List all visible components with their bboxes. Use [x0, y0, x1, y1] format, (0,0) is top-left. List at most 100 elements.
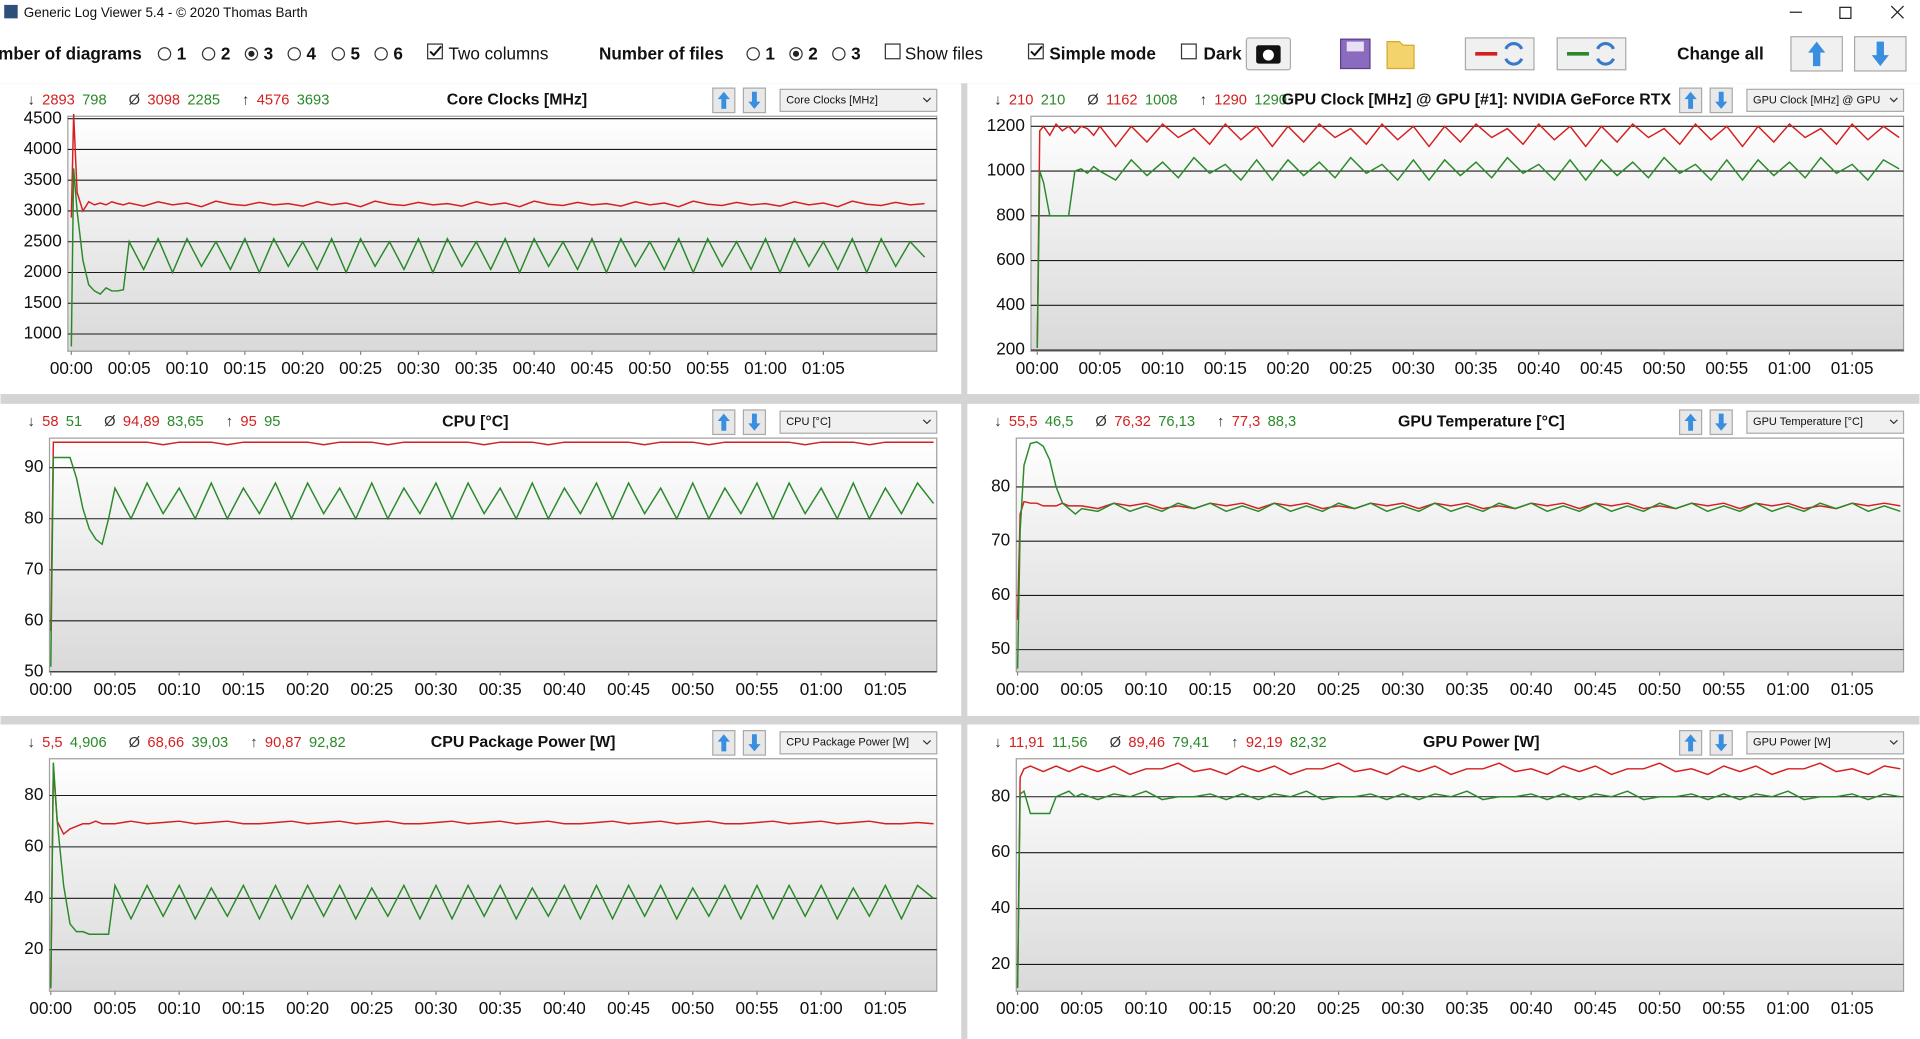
down-arrow-icon [748, 734, 761, 752]
y-tick-label: 1000 [24, 323, 62, 343]
y-tick-label: 3500 [24, 169, 62, 189]
x-tick-label: 00:20 [286, 998, 329, 1018]
data-line [1016, 762, 1901, 988]
stat-symbol: ↑ [242, 92, 249, 108]
sensor-dropdown[interactable] [1746, 410, 1905, 434]
data-line [1036, 156, 1900, 348]
open-button[interactable] [1386, 40, 1415, 70]
up-arrow-icon [1808, 41, 1826, 67]
y-tick-label: 50 [24, 660, 43, 680]
x-tick-label: 00:50 [628, 358, 671, 378]
dropdown-chevron [922, 419, 932, 425]
y-tick-label: 1500 [24, 292, 62, 312]
x-tick-label: 00:50 [671, 679, 714, 699]
x-tick-label: 00:50 [1638, 998, 1681, 1018]
dropdown-text: CPU [°C] [786, 416, 831, 428]
sensor-dropdown[interactable] [1746, 88, 1905, 112]
radio-label: 1 [177, 44, 187, 64]
up-arrow-icon [1684, 413, 1697, 431]
x-tick-label: 00:40 [513, 358, 556, 378]
down-arrow-icon [1715, 91, 1728, 109]
stat-value: 3098 [147, 92, 180, 108]
y-tick-label: 90 [24, 456, 43, 476]
y-tick-label: 2500 [24, 230, 62, 250]
stat-symbol: ↓ [994, 92, 1001, 108]
checkbox[interactable] [884, 43, 901, 60]
x-tick-label: 00:55 [736, 998, 779, 1018]
files-label: Number of files [599, 44, 724, 64]
radio-button[interactable] [832, 47, 846, 61]
y-tick-label: 40 [991, 897, 1010, 917]
x-tick-label: 00:15 [223, 358, 266, 378]
x-tick-label: 00:35 [1446, 998, 1489, 1018]
x-tick-label: 00:55 [736, 679, 779, 699]
close-button[interactable] [1890, 5, 1904, 19]
x-tick-label: 00:10 [158, 998, 201, 1018]
x-tick-label: 00:35 [1455, 358, 1498, 378]
stat-value: 95 [264, 414, 280, 430]
x-tick-label: 00:00 [29, 679, 72, 699]
stat-value: 4,906 [70, 735, 107, 751]
y-tick-label: 1200 [987, 115, 1025, 135]
data-line [50, 456, 935, 667]
x-tick-label: 00:35 [479, 998, 522, 1018]
x-tick-label: 00:05 [94, 679, 137, 699]
checkbox[interactable] [427, 43, 443, 60]
sensor-dropdown[interactable] [779, 88, 938, 112]
data-line [50, 767, 934, 987]
red-file-button[interactable] [1464, 37, 1535, 71]
restore-button[interactable] [1839, 6, 1852, 19]
x-tick-label: 00:50 [671, 998, 714, 1018]
radio-button[interactable] [331, 47, 346, 61]
y-tick-label: 60 [991, 584, 1010, 604]
stat-symbol: ↓ [994, 414, 1001, 430]
y-tick-label: 4000 [24, 138, 62, 158]
x-tick-label: 01:05 [1831, 358, 1874, 378]
x-tick-label: 00:05 [1060, 998, 1103, 1018]
y-tick-label: 70 [991, 530, 1010, 550]
y-tick-label: 40 [24, 887, 43, 907]
stat-value: 51 [66, 414, 82, 430]
x-tick-label: 00:05 [108, 358, 151, 378]
sensor-dropdown[interactable] [779, 410, 938, 434]
x-tick-label: 00:00 [29, 998, 72, 1018]
radio-button[interactable] [746, 47, 760, 61]
checkbox[interactable] [1180, 43, 1197, 60]
y-tick-label: 3000 [24, 200, 62, 220]
stat-value: 58 [42, 414, 58, 430]
up-arrow-icon [1684, 734, 1697, 752]
data-line [1036, 122, 1900, 348]
y-tick-label: 1000 [987, 160, 1025, 180]
chart-title: GPU Power [W] [1423, 734, 1540, 751]
stats: ↓ 2893 798 Ø 3098 2285 ↑ 4576 3693 [27, 92, 329, 108]
stat-symbol: Ø [1110, 735, 1121, 751]
radio-button[interactable] [157, 47, 172, 61]
x-tick-label: 00:55 [1702, 998, 1745, 1018]
y-tick-label: 80 [24, 507, 43, 527]
stat-symbol: ↓ [994, 735, 1001, 751]
radio-label: 5 [351, 44, 361, 64]
radio-button[interactable] [374, 47, 388, 61]
radio-dot [248, 50, 255, 57]
checkbox[interactable] [1027, 43, 1044, 60]
x-tick-label: 00:15 [1189, 998, 1232, 1018]
x-tick-label: 01:00 [744, 358, 787, 378]
x-tick-label: 00:45 [571, 358, 614, 378]
change-all-label: Change all [1677, 44, 1764, 64]
stats: ↓ 210 210 Ø 1162 1008 ↑ 1290 1290 [994, 92, 1287, 108]
x-tick-label: 00:25 [1329, 358, 1372, 378]
sensor-dropdown[interactable] [1746, 731, 1905, 755]
radio-button[interactable] [287, 47, 301, 61]
radio-dot [792, 50, 800, 57]
checkbox-label: Show files [905, 44, 983, 64]
stat-value: 2285 [187, 92, 220, 108]
x-tick-label: 00:40 [543, 679, 586, 699]
radio-button[interactable] [201, 47, 216, 61]
y-tick-label: 80 [991, 475, 1010, 495]
x-tick-label: 00:45 [607, 998, 650, 1018]
x-tick-label: 00:30 [1392, 358, 1435, 378]
stat-symbol: ↓ [27, 414, 34, 430]
x-tick-label: 00:55 [1705, 358, 1748, 378]
sensor-dropdown[interactable] [779, 731, 938, 755]
